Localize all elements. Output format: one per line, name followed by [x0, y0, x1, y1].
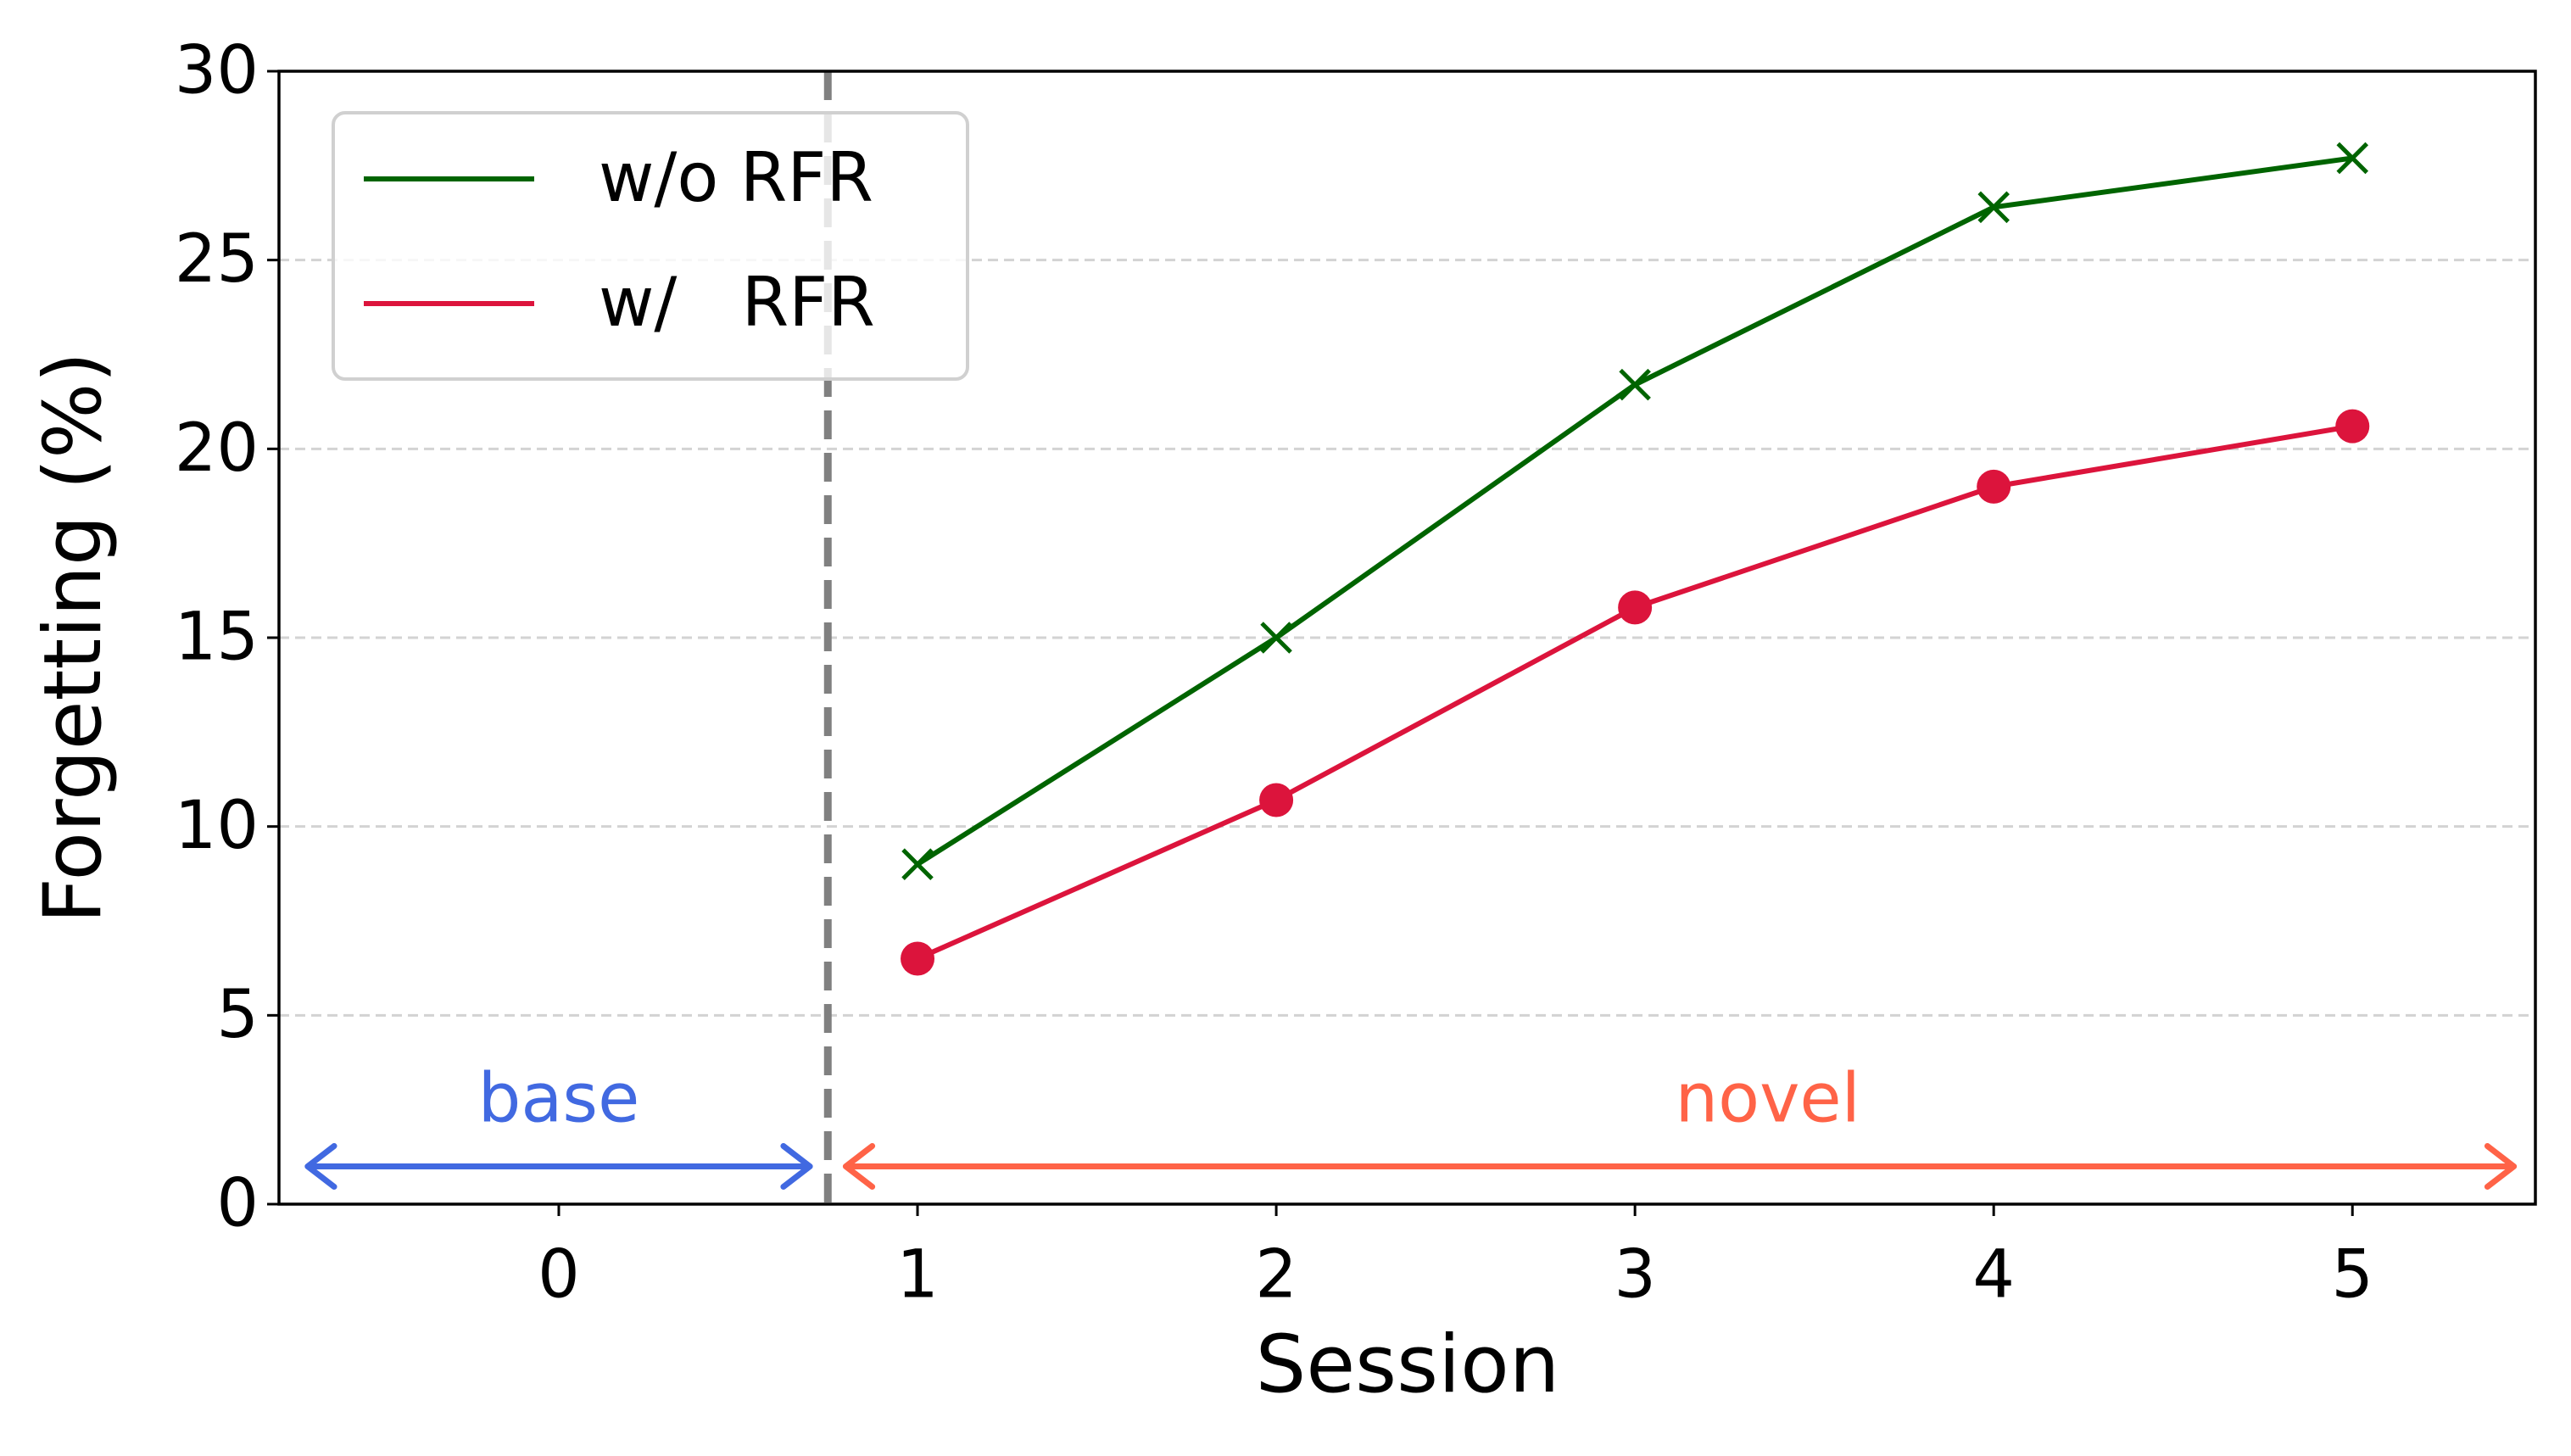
x-tick-label: 1	[896, 1236, 939, 1313]
marker	[1260, 622, 1292, 654]
marker	[1977, 469, 2011, 504]
marker	[901, 941, 935, 976]
x-tick-label: 0	[538, 1236, 580, 1313]
y-tick-label: 0	[216, 1165, 259, 1241]
series-line	[916, 423, 2353, 962]
y-tick-label: 30	[175, 32, 259, 109]
marker	[2336, 142, 2369, 175]
y-tick-label: 15	[175, 599, 259, 675]
marker	[901, 848, 934, 880]
y-tick-label: 20	[175, 410, 259, 487]
marker	[1259, 783, 1294, 817]
range-arrow	[842, 1142, 2518, 1190]
y-tick-label: 25	[175, 221, 259, 298]
y-tick-label: 5	[216, 977, 259, 1053]
x-tick-label: 5	[2331, 1236, 2373, 1313]
annotation: base	[478, 1059, 640, 1138]
marker	[2335, 409, 2370, 443]
marker	[1977, 191, 2010, 224]
annotation: novel	[1675, 1059, 1860, 1138]
range-arrow	[304, 1142, 813, 1190]
legend-label: w/o RFR	[599, 138, 873, 217]
legend: w/o RFR w/ RFR	[332, 111, 969, 381]
y-axis-label: Forgetting (%)	[27, 352, 120, 923]
x-tick-label: 3	[1614, 1236, 1656, 1313]
plot-frame	[277, 70, 2537, 1206]
series-line	[916, 155, 2353, 867]
y-tick-label: 10	[175, 788, 259, 864]
marker	[1619, 368, 1651, 401]
legend-label: w/ RFR	[599, 263, 875, 342]
x-tick-label: 2	[1255, 1236, 1297, 1313]
x-axis-label: Session	[1256, 1319, 1560, 1411]
x-tick-label: 4	[1972, 1236, 2015, 1313]
marker	[1618, 590, 1653, 625]
